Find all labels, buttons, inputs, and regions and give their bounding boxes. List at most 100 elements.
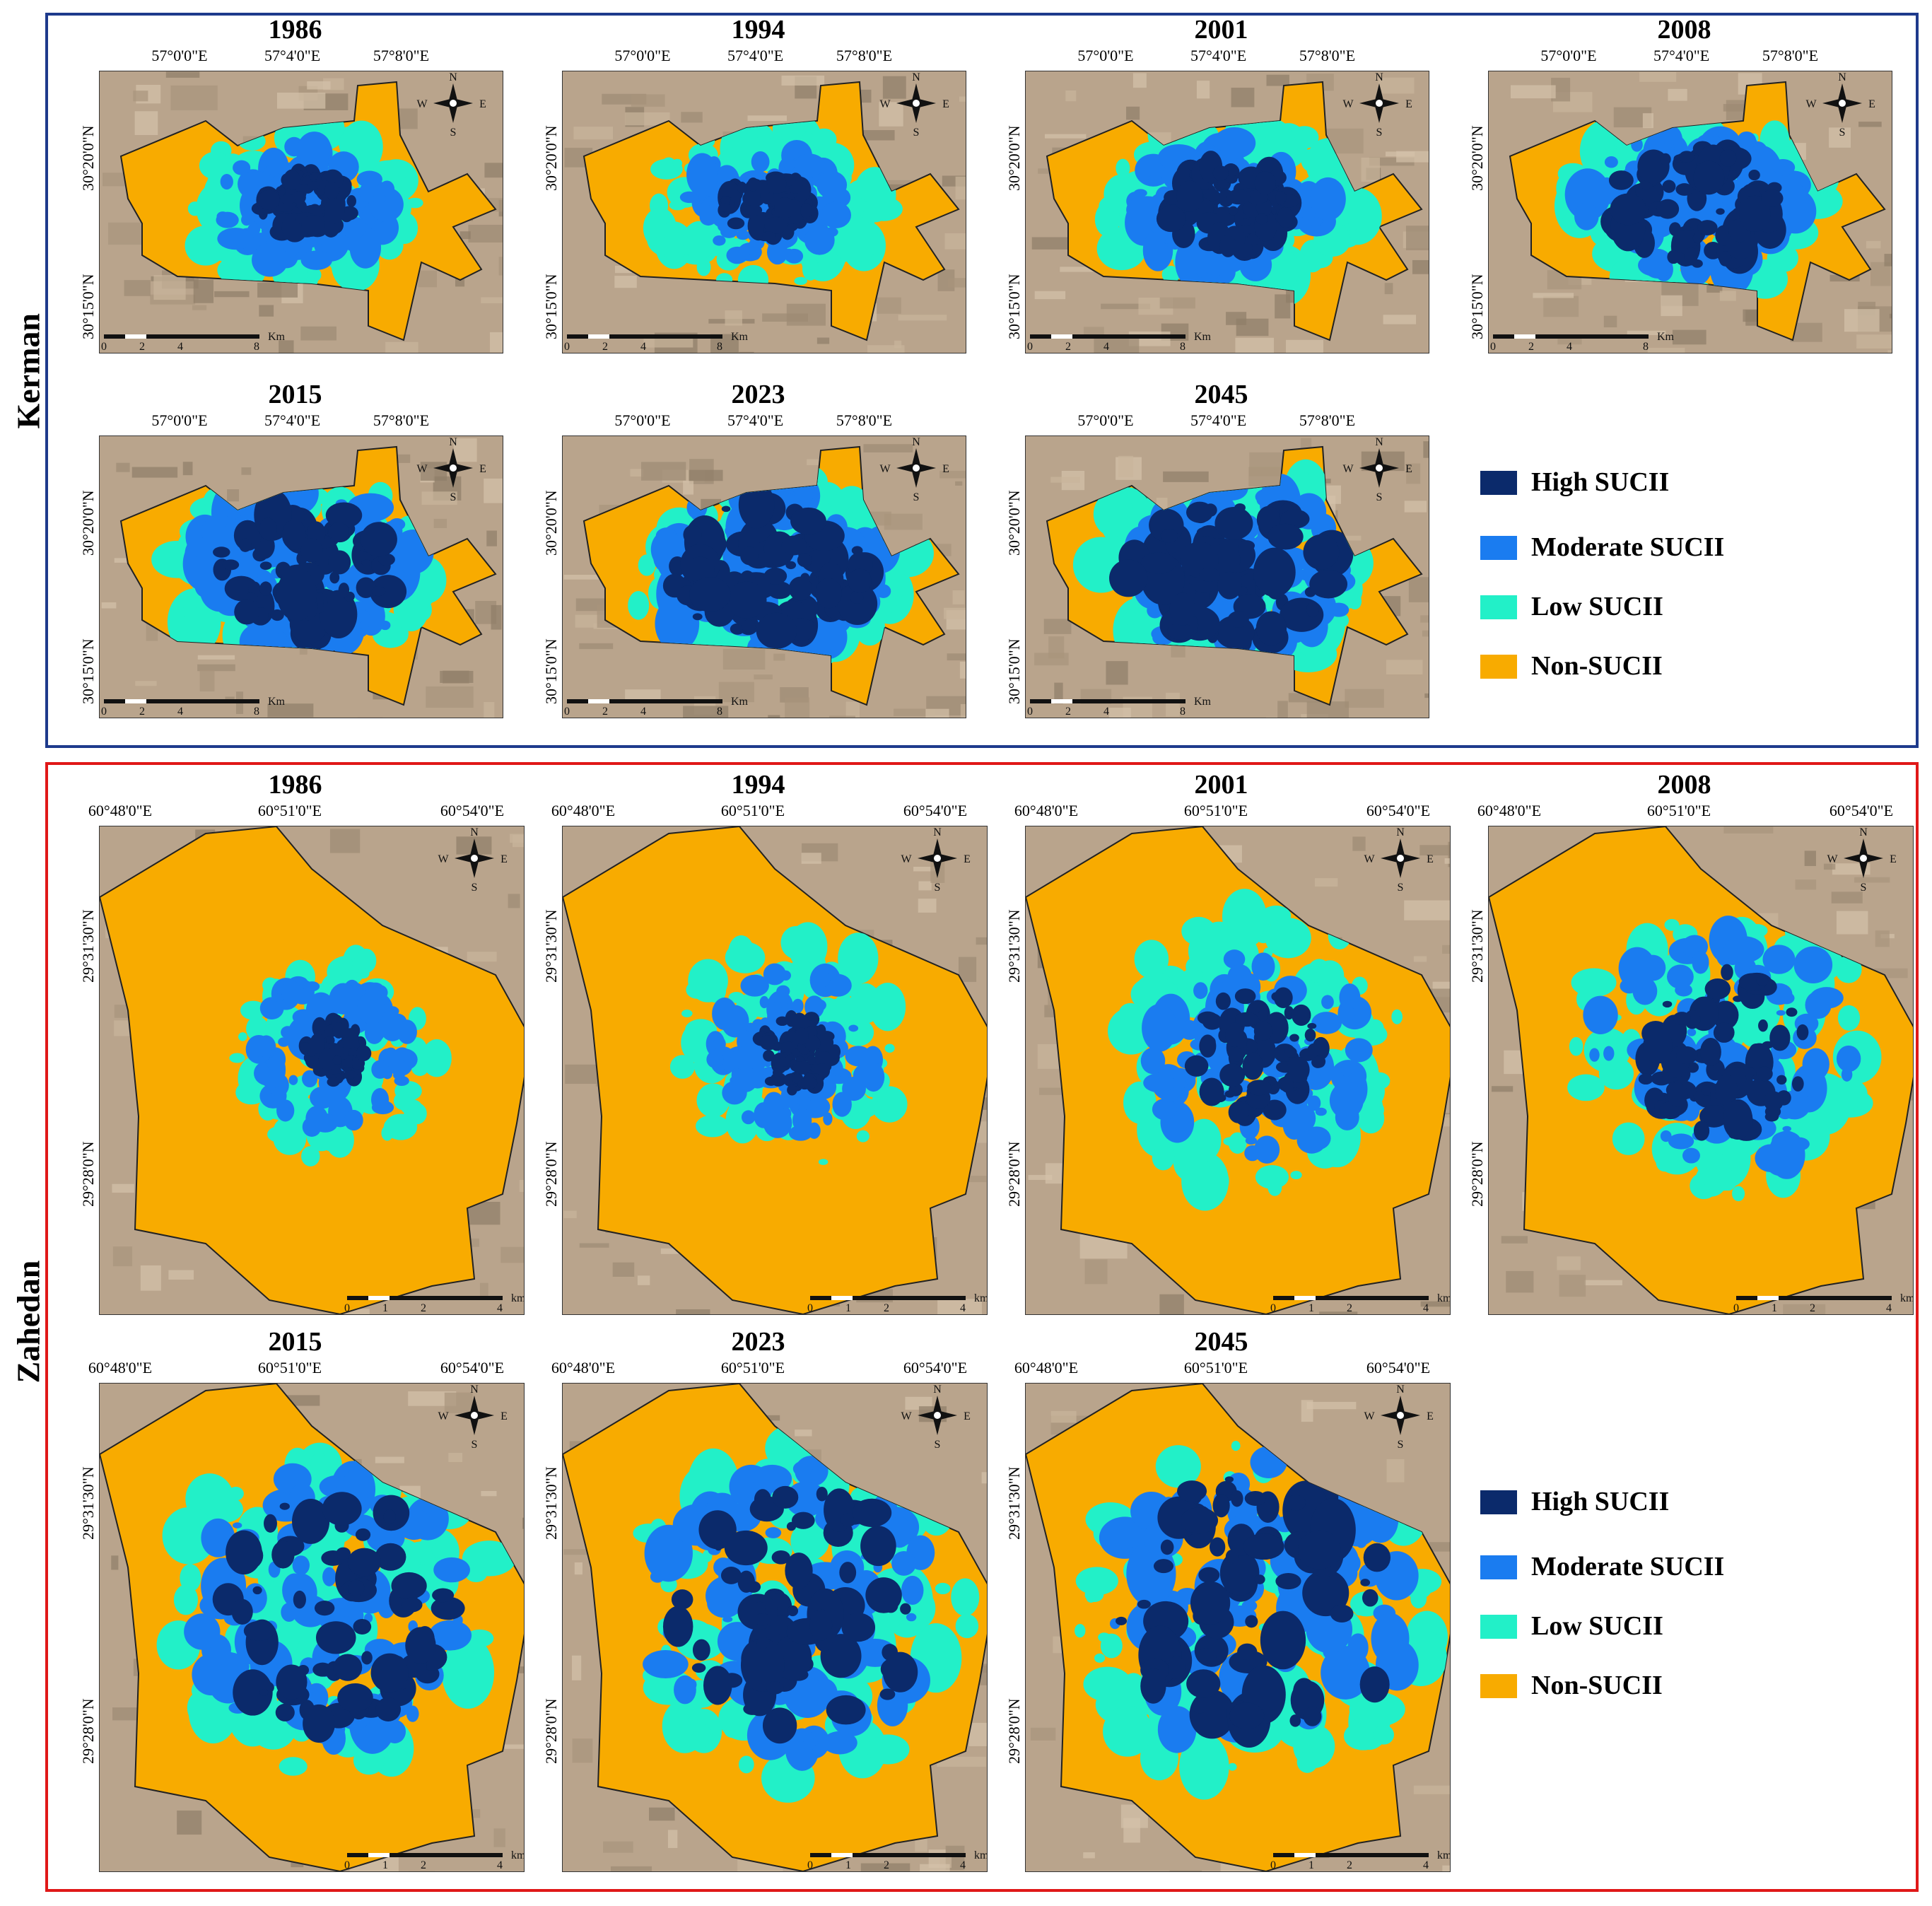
kerman-region-label: Kerman [10,312,47,429]
sucii-moderate-patch [822,1731,857,1755]
terrain-patch [959,96,966,102]
sucii-high-patch [1796,1024,1809,1041]
terrain-patch [937,1756,986,1767]
sucii-moderate-patch [307,998,325,1015]
terrain-patch [182,462,193,476]
sucii-high-patch [259,581,272,596]
legend-label-non: Non-SUCII [1531,651,1663,681]
sucii-moderate-patch [1762,945,1796,974]
scale-tick-label: 0 [101,341,107,353]
terrain-patch [768,715,780,718]
sucii-high-patch [361,522,397,557]
sucii-classes [633,1420,980,1803]
sucii-high-patch [1662,1000,1673,1008]
scale-tick-label: 1 [382,1302,388,1314]
latitude-tick-label: 29°28'0"N [1005,1698,1023,1765]
terrain-patch [1420,1301,1450,1307]
sucii-high-patch [1227,611,1249,628]
terrain-patch [1413,1785,1450,1794]
longitude-tick-label: 57°4'0"E [727,47,784,64]
compass-w-label: W [1805,98,1817,110]
sucii-high-patch [432,1588,455,1603]
terrain-patch [1044,134,1087,139]
sucii-moderate-patch [1302,1126,1331,1150]
sucii-high-patch [307,180,320,189]
sucii-high-patch [740,546,759,566]
sucii-high-patch [771,1550,790,1565]
terrain-patch [976,937,987,945]
sucii-high-patch [361,559,373,566]
sucii-low-patch [681,1010,693,1017]
sucii-high-patch [402,1597,423,1613]
sucii-high-patch [336,1547,351,1560]
latitude-tick-label: 30°15'0"N [1005,638,1023,705]
scale-bar: 0124km [1733,1292,1913,1314]
map-year-title: 2045 [1194,380,1248,409]
latitude-tick-label: 30°20'0"N [542,489,560,556]
sucii-high-patch [1610,193,1646,226]
sucii-high-patch [371,586,386,597]
terrain-patch [1383,315,1417,325]
legend-swatch-non [1480,655,1517,679]
scale-tick-label: 0 [1490,341,1496,353]
sucii-high-patch [804,1036,821,1051]
longitude-tick-label: 60°51'0"E [720,802,785,819]
compass-e-label: E [1868,98,1875,110]
sucii-high-patch [324,182,339,199]
scale-unit-label: Km [268,696,286,708]
sucii-moderate-patch [1682,211,1691,223]
sucii-high-patch [283,169,300,190]
sucii-low-patch [672,158,683,168]
sucii-moderate-patch [1328,602,1350,617]
sucii-high-patch [1212,165,1229,181]
terrain-patch [1386,1458,1405,1483]
sucii-high-patch [744,204,763,216]
sucii-moderate-patch [754,1102,773,1128]
terrain-patch [133,90,148,102]
sucii-high-patch [779,1057,792,1067]
scale-tick-label: 2 [1347,1859,1352,1871]
latitude-tick-label: 30°20'0"N [542,124,560,191]
longitude-tick-label: 57°0'0"E [614,47,671,64]
sucii-high-patch [1255,214,1268,225]
sucii-high-patch [1786,1007,1798,1017]
sucii-high-patch [720,1567,742,1584]
sucii-moderate-patch [1108,1519,1141,1549]
sucii-moderate-patch [763,963,786,986]
terrain-patch [112,1183,134,1193]
compass-w-label: W [901,853,912,865]
sucii-moderate-patch [1583,995,1618,1034]
sucii-high-patch [315,1621,356,1654]
terrain-patch [1226,312,1247,325]
sucii-low-patch [1347,221,1357,232]
zahedan-map-2008: 2008 60°48'0"E 60°51'0"E 60°54'0"E N S E W 0 1 2 4 k… [1467,770,1914,1322]
sucii-high-patch [1219,1063,1246,1087]
compass-w-label: W [1827,853,1838,865]
zahedan-map-2001: 2001 60°48'0"E 60°51'0"E 60°54'0"E N S E W 0 1 2 4 k… [1004,770,1451,1322]
scale-tick-label: 0 [1733,1302,1739,1314]
sucii-low-patch [738,1755,754,1774]
longitude-tick-label: 57°8'0"E [836,411,893,429]
terrain-patch [1083,1852,1095,1859]
sucii-moderate-patch [394,1060,409,1075]
sucii-high-patch [1359,1666,1390,1703]
sucii-high-patch [791,1512,815,1529]
sucii-high-patch [1243,1533,1284,1560]
sucii-moderate-patch [1329,1082,1364,1119]
longitude-tick-label: 60°54'0"E [440,802,505,819]
compass-e-label: E [1427,1410,1434,1422]
map-year-title: 2015 [268,1327,322,1357]
sucii-low-patch [951,1578,980,1616]
sucii-high-patch [692,613,703,621]
sucii-high-patch [662,1606,693,1647]
sucii-high-patch [292,1499,330,1544]
scale-tick-label: 4 [1886,1302,1892,1314]
zahedan-map-2015: 2015 60°48'0"E 60°51'0"E 60°54'0"E N S E W 0 1 2 4 k… [78,1327,525,1879]
sucii-high-patch [1608,170,1634,190]
terrain-patch [1306,701,1350,718]
sucii-high-patch [747,177,759,192]
sucii-moderate-patch [1604,156,1618,168]
sucii-low-patch [838,932,879,984]
terrain-patch [522,1517,524,1529]
scale-bar: 0124km [344,1849,524,1871]
